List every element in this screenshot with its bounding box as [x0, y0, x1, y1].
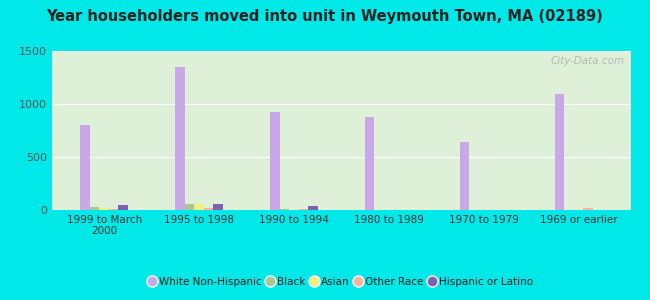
Bar — [90, 207, 99, 210]
Bar — [176, 67, 185, 210]
Bar — [194, 204, 203, 210]
Bar — [270, 112, 280, 210]
Bar — [213, 204, 223, 210]
Bar — [99, 208, 109, 210]
Bar — [298, 209, 308, 210]
Legend: White Non-Hispanic, Black, Asian, Other Race, Hispanic or Latino: White Non-Hispanic, Black, Asian, Other … — [145, 272, 538, 291]
Bar — [280, 209, 289, 210]
Text: City-Data.com: City-Data.com — [551, 56, 625, 66]
Bar — [308, 206, 318, 210]
Bar — [365, 117, 374, 210]
Bar — [81, 125, 90, 210]
Bar — [185, 204, 194, 210]
Bar — [554, 94, 564, 210]
Bar — [203, 208, 213, 210]
Bar — [109, 209, 118, 210]
Bar — [583, 208, 593, 210]
Bar — [460, 142, 469, 210]
Text: Year householders moved into unit in Weymouth Town, MA (02189): Year householders moved into unit in Wey… — [47, 9, 603, 24]
Bar — [118, 205, 128, 210]
